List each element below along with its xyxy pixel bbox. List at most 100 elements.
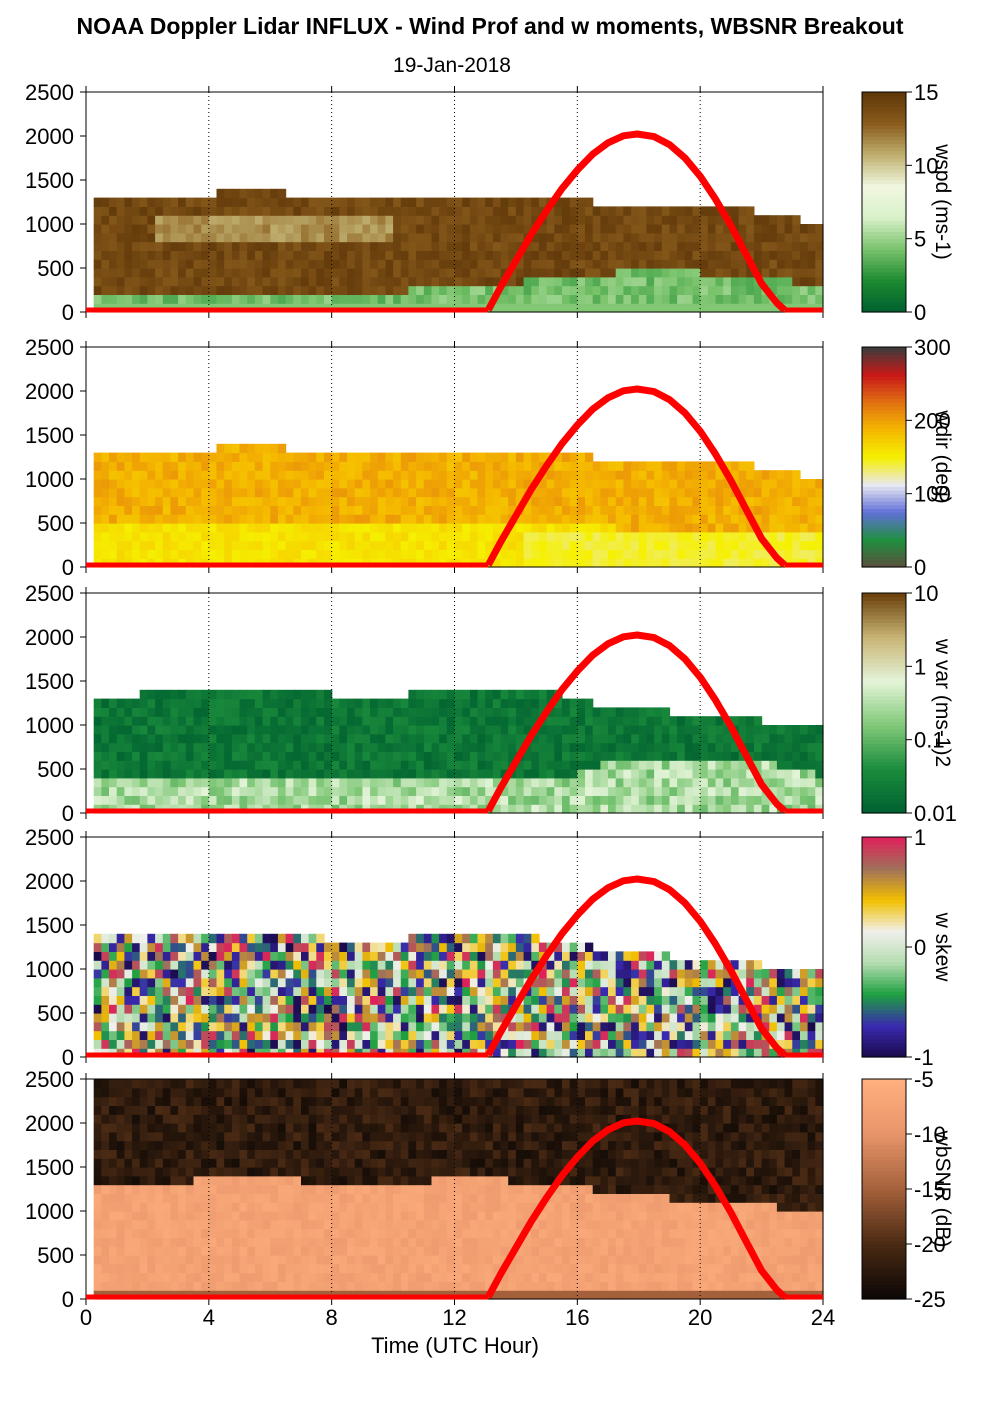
heatmap-cell bbox=[185, 995, 195, 1005]
heatmap-cell bbox=[454, 769, 463, 779]
heatmap-cell bbox=[301, 795, 310, 805]
heatmap-cell bbox=[569, 224, 578, 234]
heatmap-cell bbox=[562, 1039, 571, 1049]
heatmap-cell bbox=[316, 294, 325, 304]
heatmap-cell bbox=[600, 986, 609, 996]
heatmap-cell bbox=[538, 1021, 548, 1032]
heatmap-cell bbox=[715, 224, 724, 234]
heatmap-cell bbox=[807, 487, 816, 498]
colorbar-swatch bbox=[862, 783, 906, 788]
colorbar-swatch bbox=[862, 405, 906, 410]
heatmap-cell bbox=[423, 769, 433, 779]
heatmap-cell bbox=[707, 487, 717, 498]
heatmap-cell bbox=[446, 760, 456, 770]
heatmap-cell bbox=[792, 479, 801, 489]
heatmap-cell bbox=[124, 531, 133, 542]
heatmap-cell bbox=[339, 197, 348, 207]
heatmap-cell bbox=[492, 1004, 502, 1014]
heatmap-cell bbox=[746, 215, 755, 225]
heatmap-cell bbox=[446, 977, 456, 988]
heatmap-cell bbox=[231, 268, 241, 278]
heatmap-cell bbox=[216, 197, 225, 207]
heatmap-cell bbox=[700, 733, 709, 744]
heatmap-cell bbox=[454, 933, 463, 944]
heatmap-cell bbox=[185, 206, 195, 216]
heatmap-cell bbox=[293, 795, 302, 805]
heatmap-cell bbox=[515, 549, 525, 559]
heatmap-cell bbox=[569, 452, 578, 462]
heatmap-cell bbox=[354, 268, 363, 278]
heatmap-cell bbox=[224, 742, 233, 752]
heatmap-cell bbox=[646, 986, 655, 996]
heatmap-cell bbox=[608, 232, 617, 243]
heatmap-cell bbox=[515, 1030, 525, 1040]
heatmap-cell bbox=[562, 303, 571, 313]
heatmap-cell bbox=[769, 285, 778, 295]
heatmap-cell bbox=[93, 725, 102, 735]
heatmap-cell bbox=[270, 188, 279, 199]
heatmap-cell bbox=[600, 795, 609, 805]
heatmap-cell bbox=[531, 232, 540, 243]
heatmap-cell bbox=[439, 224, 448, 234]
heatmap-cell bbox=[109, 505, 118, 515]
heatmap-cell bbox=[515, 285, 525, 295]
heatmap-cell bbox=[301, 276, 310, 287]
heatmap-cell bbox=[208, 197, 218, 207]
heatmap-cell bbox=[362, 259, 371, 269]
heatmap-cell bbox=[661, 969, 671, 979]
heatmap-cell bbox=[623, 470, 632, 480]
heatmap-cell bbox=[638, 549, 648, 559]
heatmap-cell bbox=[462, 197, 471, 207]
heatmap-cell bbox=[132, 977, 141, 988]
heatmap-cell bbox=[469, 769, 479, 779]
heatmap-cell bbox=[301, 969, 310, 979]
heatmap-cell bbox=[661, 725, 671, 735]
heatmap-cell bbox=[646, 549, 655, 559]
heatmap-cell bbox=[324, 1030, 333, 1040]
heatmap-cell bbox=[93, 268, 102, 278]
heatmap-cell bbox=[769, 751, 778, 761]
heatmap-cell bbox=[155, 1021, 164, 1032]
heatmap-cell bbox=[646, 487, 655, 498]
heatmap-cell bbox=[700, 725, 709, 735]
heatmap-cell bbox=[262, 995, 271, 1005]
heatmap-cell bbox=[615, 206, 624, 216]
heatmap-cell bbox=[807, 224, 816, 234]
heatmap-cell bbox=[769, 777, 778, 788]
heatmap-cell bbox=[538, 523, 548, 533]
heatmap-cell bbox=[193, 294, 202, 304]
heatmap-cell bbox=[753, 285, 763, 295]
heatmap-cell bbox=[753, 294, 763, 304]
heatmap-cell bbox=[523, 698, 532, 708]
y-tick-label: 2500 bbox=[25, 581, 74, 606]
heatmap-cell bbox=[385, 716, 394, 726]
heatmap-cell bbox=[170, 689, 179, 700]
heatmap-cell bbox=[431, 1021, 440, 1032]
colorbar-swatch bbox=[862, 202, 906, 207]
heatmap-cell bbox=[469, 206, 479, 216]
heatmap-cell bbox=[546, 733, 555, 744]
colorbar-swatch bbox=[862, 534, 906, 539]
heatmap-cell bbox=[569, 523, 578, 533]
heatmap-cell bbox=[270, 443, 279, 454]
heatmap-cell bbox=[170, 716, 179, 726]
heatmap-cell bbox=[270, 241, 279, 251]
heatmap-cell bbox=[807, 268, 816, 278]
heatmap-cell bbox=[193, 742, 202, 752]
heatmap-cell bbox=[347, 942, 356, 952]
heatmap-cell bbox=[469, 496, 479, 506]
heatmap-cell bbox=[385, 1004, 394, 1014]
heatmap-cell bbox=[508, 1021, 517, 1032]
heatmap-cell bbox=[139, 540, 148, 550]
heatmap-cell bbox=[753, 259, 763, 269]
heatmap-cell bbox=[370, 496, 379, 506]
heatmap-cell bbox=[224, 725, 233, 735]
heatmap-cell bbox=[554, 707, 563, 717]
heatmap-cell bbox=[193, 470, 202, 480]
heatmap-cell bbox=[623, 986, 632, 996]
heatmap-cell bbox=[170, 250, 179, 260]
heatmap-cell bbox=[185, 716, 195, 726]
heatmap-cell bbox=[585, 250, 594, 260]
heatmap-cell bbox=[469, 986, 479, 996]
heatmap-cell bbox=[339, 470, 348, 480]
